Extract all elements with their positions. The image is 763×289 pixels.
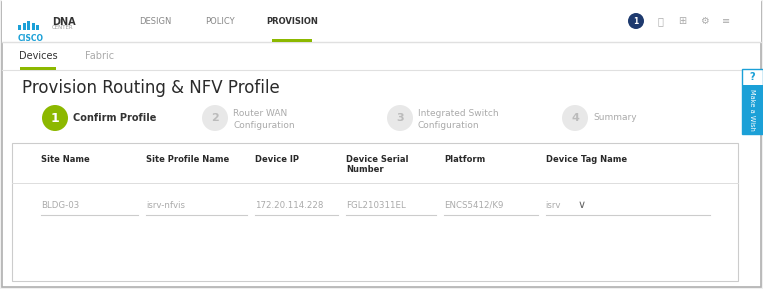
Bar bbox=[742, 85, 763, 134]
Text: DNA: DNA bbox=[52, 17, 76, 27]
Bar bbox=[12, 143, 738, 281]
Text: Device IP: Device IP bbox=[255, 155, 299, 164]
Text: 172.20.114.228: 172.20.114.228 bbox=[255, 201, 324, 210]
Text: Site Profile Name: Site Profile Name bbox=[146, 155, 230, 164]
Text: Site Name: Site Name bbox=[41, 155, 90, 164]
Circle shape bbox=[562, 105, 588, 131]
Text: Router WAN: Router WAN bbox=[233, 108, 287, 118]
Text: Integrated Switch: Integrated Switch bbox=[418, 108, 499, 118]
Text: POLICY: POLICY bbox=[205, 18, 235, 27]
Text: PROVISION: PROVISION bbox=[266, 18, 318, 27]
Text: Configuration: Configuration bbox=[418, 121, 480, 129]
Text: Provision Routing & NFV Profile: Provision Routing & NFV Profile bbox=[22, 79, 280, 97]
Text: CENTER: CENTER bbox=[52, 25, 73, 30]
Text: FGL210311EL: FGL210311EL bbox=[346, 201, 406, 210]
Text: ?: ? bbox=[750, 72, 755, 82]
Text: Configuration: Configuration bbox=[233, 121, 295, 129]
Text: 2: 2 bbox=[211, 113, 219, 123]
Bar bbox=[272, 38, 312, 42]
Text: Devices: Devices bbox=[18, 51, 57, 61]
Text: Number: Number bbox=[346, 166, 384, 175]
Text: ⊞: ⊞ bbox=[678, 16, 686, 26]
Text: CISCO: CISCO bbox=[18, 34, 44, 43]
Bar bbox=[36, 25, 39, 30]
Text: 1: 1 bbox=[50, 112, 60, 125]
Bar bbox=[31, 23, 34, 30]
Text: 4: 4 bbox=[571, 113, 579, 123]
Bar bbox=[27, 21, 30, 30]
Text: DESIGN: DESIGN bbox=[139, 18, 171, 27]
Text: ⚙: ⚙ bbox=[700, 16, 708, 26]
Text: Make a Wish: Make a Wish bbox=[749, 88, 755, 130]
Text: 🔍: 🔍 bbox=[657, 16, 663, 26]
Bar bbox=[20, 67, 56, 70]
Text: ENCS5412/K9: ENCS5412/K9 bbox=[444, 201, 504, 210]
Text: Device Tag Name: Device Tag Name bbox=[546, 155, 626, 164]
Text: isrv: isrv bbox=[546, 201, 561, 210]
Text: Fabric: Fabric bbox=[85, 51, 114, 61]
Text: 3: 3 bbox=[396, 113, 404, 123]
Bar bbox=[2, 0, 761, 42]
Text: isrv-nfvis: isrv-nfvis bbox=[146, 201, 185, 210]
Text: 1: 1 bbox=[633, 16, 639, 25]
Text: Summary: Summary bbox=[593, 114, 636, 123]
Circle shape bbox=[202, 105, 228, 131]
Text: Platform: Platform bbox=[444, 155, 485, 164]
Text: Device Serial: Device Serial bbox=[346, 155, 408, 164]
Text: ∨: ∨ bbox=[578, 200, 586, 210]
Text: BLDG-03: BLDG-03 bbox=[41, 201, 79, 210]
Bar bbox=[22, 23, 25, 30]
Text: ≡: ≡ bbox=[722, 16, 730, 26]
Text: Confirm Profile: Confirm Profile bbox=[73, 113, 156, 123]
Circle shape bbox=[628, 13, 644, 29]
Circle shape bbox=[42, 105, 68, 131]
Bar bbox=[742, 69, 763, 134]
Bar bbox=[18, 25, 21, 30]
Circle shape bbox=[387, 105, 413, 131]
